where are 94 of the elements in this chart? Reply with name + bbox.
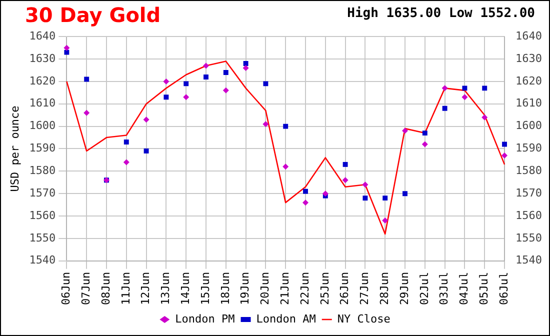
point — [123, 159, 130, 166]
x-tick-label: 02Jul — [418, 272, 431, 306]
x-tick-label: 21Jun — [278, 272, 292, 306]
x-tick-label: 07Jun — [79, 272, 92, 306]
y-tick-label: 1560 — [29, 208, 56, 222]
y2-tick-label: 1540 — [516, 254, 542, 267]
x-tick-label: 08Jun — [99, 272, 112, 306]
point — [243, 61, 248, 66]
y2-tick-label: 1570 — [516, 186, 542, 200]
point — [462, 86, 468, 91]
point — [322, 190, 328, 197]
point — [84, 76, 90, 82]
x-tick-label: 27Jun — [358, 272, 372, 306]
y-tick-label: 1600 — [29, 119, 56, 132]
legend-label: NY Close — [337, 312, 390, 326]
point — [382, 196, 388, 201]
point — [342, 177, 348, 184]
y2-tick-label: 1600 — [516, 119, 542, 132]
point — [402, 191, 408, 196]
x-tick-label: 06Jul — [497, 272, 510, 306]
point — [482, 86, 488, 91]
point — [283, 124, 288, 129]
point — [382, 218, 388, 224]
chart-subtitle: High 1635.00 Low 1552.00 — [347, 6, 535, 21]
y2-tick-label: 1630 — [516, 52, 542, 65]
chart-title: 30 Day Gold — [25, 3, 161, 27]
y-tick-label: 1580 — [29, 164, 56, 178]
y-tick-label: 1640 — [29, 29, 56, 42]
point — [202, 62, 209, 69]
point — [164, 94, 169, 100]
point — [124, 140, 129, 144]
legend-label: London AM — [256, 312, 316, 326]
x-tick-label: 12Jun — [139, 272, 152, 306]
point — [282, 164, 289, 170]
x-tick-label: 04Jul — [458, 272, 471, 306]
point — [482, 114, 488, 120]
point — [144, 148, 149, 154]
point — [242, 65, 249, 71]
point — [223, 70, 228, 75]
point — [143, 116, 150, 123]
point — [263, 81, 268, 86]
point — [222, 87, 229, 94]
point — [342, 162, 348, 167]
y-tick-label: 1610 — [29, 96, 56, 110]
point — [362, 182, 368, 188]
y-tick-label: 1630 — [29, 52, 56, 65]
point — [422, 141, 428, 148]
point — [64, 50, 70, 55]
legend-label: London PM — [175, 312, 236, 326]
point — [402, 128, 408, 134]
x-tick-label: 06Jun — [60, 272, 73, 306]
x-tick-label: 18Jun — [218, 272, 232, 306]
point — [302, 200, 308, 206]
x-tick-label: 26Jun — [338, 272, 352, 306]
x-tick-label: 20Jun — [258, 272, 272, 306]
point — [462, 94, 468, 100]
point — [64, 44, 70, 51]
y-tick-label: 1570 — [29, 186, 56, 200]
point — [84, 110, 90, 116]
x-tick-label: 11Jun — [119, 272, 132, 306]
y-tick-label: 1620 — [29, 74, 56, 88]
y2-tick-label: 1620 — [516, 74, 542, 88]
y2-tick-label: 1590 — [516, 142, 542, 155]
x-tick-label: 22Jun — [298, 272, 312, 306]
point — [262, 121, 269, 128]
x-tick-label: 15Jun — [198, 272, 212, 306]
point — [183, 94, 190, 100]
y2-tick-label: 1560 — [516, 208, 542, 222]
point — [442, 106, 448, 111]
point — [204, 74, 208, 80]
y2-tick-label: 1640 — [516, 29, 542, 42]
x-tick-label: 28Jun — [378, 272, 391, 306]
point — [422, 130, 428, 136]
y2-tick-label: 1610 — [516, 96, 542, 110]
y-tick-label: 1540 — [29, 254, 56, 267]
y2-tick-label: 1550 — [516, 231, 542, 244]
point — [303, 188, 308, 194]
point — [502, 142, 507, 147]
point — [442, 85, 448, 92]
x-tick-label: 19Jun — [238, 272, 252, 306]
x-tick-label: 25Jun — [318, 272, 332, 306]
point — [362, 196, 368, 201]
y-tick-label: 1550 — [29, 231, 56, 244]
y-tick-label: 1590 — [29, 142, 56, 155]
x-tick-label: 14Jun — [178, 272, 192, 306]
x-tick-label: 13Jun — [159, 272, 172, 306]
point — [184, 81, 189, 86]
point — [502, 152, 508, 158]
y2-tick-label: 1580 — [516, 164, 542, 178]
point — [163, 78, 170, 84]
x-tick-label: 05Jul — [477, 272, 490, 306]
x-tick-label: 29Jun — [398, 272, 411, 306]
y-axis-title: USD per ounce — [8, 106, 22, 192]
x-tick-label: 03Jul — [438, 272, 451, 306]
